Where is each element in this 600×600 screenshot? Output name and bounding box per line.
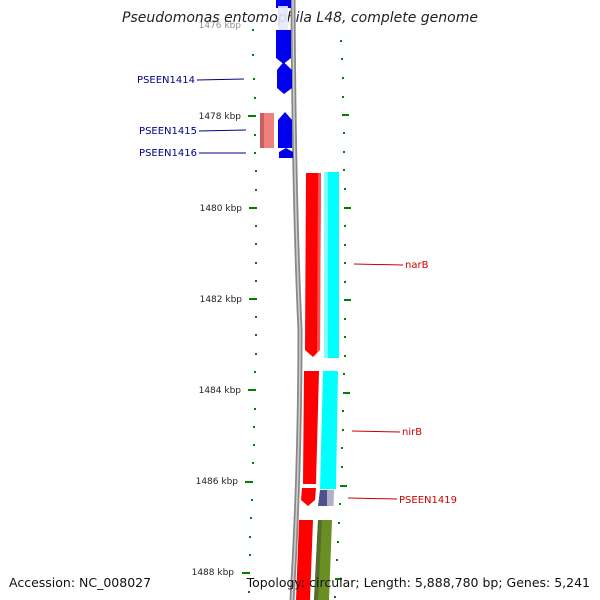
gene-label-pseen1416[interactable]: PSEEN1416: [139, 148, 197, 159]
accession-text: Accession: NC_008027: [9, 575, 152, 590]
tick-label: 1484 kbp: [199, 386, 242, 396]
gene-pseen1416[interactable]: [279, 148, 293, 158]
gene-label-narb[interactable]: narB: [405, 260, 429, 271]
tick-labels: 1476 kbp 1478 kbp 1480 kbp 1482 kbp 1484…: [192, 21, 243, 578]
tick-label: 1482 kbp: [200, 295, 243, 305]
gene-narb-cyan[interactable]: [324, 172, 339, 358]
gene-pink[interactable]: [260, 113, 274, 148]
tick-label: 1486 kbp: [196, 477, 239, 487]
gene-nirb-cyan[interactable]: [320, 371, 338, 489]
gene-narb[interactable]: [305, 173, 321, 357]
gene-pseen1413[interactable]: [276, 0, 291, 64]
label-leader-pseen1419: [347, 497, 398, 500]
left-tick-track: [242, 29, 257, 593]
gene-pseen1414[interactable]: [277, 62, 292, 94]
gene-label-pseen1419[interactable]: PSEEN1419: [399, 495, 457, 506]
label-leader-nirb: [351, 430, 401, 433]
gene-label-nirb[interactable]: nirB: [402, 427, 422, 438]
gene-nirb[interactable]: [301, 371, 319, 506]
gene-green-bottom[interactable]: [314, 520, 332, 600]
gene-label-pseen1414[interactable]: PSEEN1414: [137, 75, 195, 86]
gene-pseen1415[interactable]: [278, 112, 292, 148]
gene-label-pseen1415[interactable]: PSEEN1415: [139, 126, 197, 137]
gene-pseen1419[interactable]: [318, 490, 334, 506]
label-leader-pseen1415: [198, 129, 247, 132]
right-tick-track: [334, 40, 351, 598]
label-leader-pseen1414: [196, 78, 245, 81]
topology-text: Topology: circular; Length: 5,888,780 bp…: [246, 575, 590, 590]
genome-backbone-highlight: [291, 0, 301, 600]
tick-label: 1478 kbp: [199, 112, 242, 122]
tick-label: 1476 kbp: [199, 21, 242, 31]
tick-label: 1488 kbp: [192, 568, 235, 578]
label-leader-narb: [353, 263, 404, 266]
gene-red-bottom[interactable]: [296, 520, 313, 600]
map-title: Pseudomonas entomophila L48, complete ge…: [122, 10, 478, 26]
tick-label: 1480 kbp: [200, 204, 243, 214]
